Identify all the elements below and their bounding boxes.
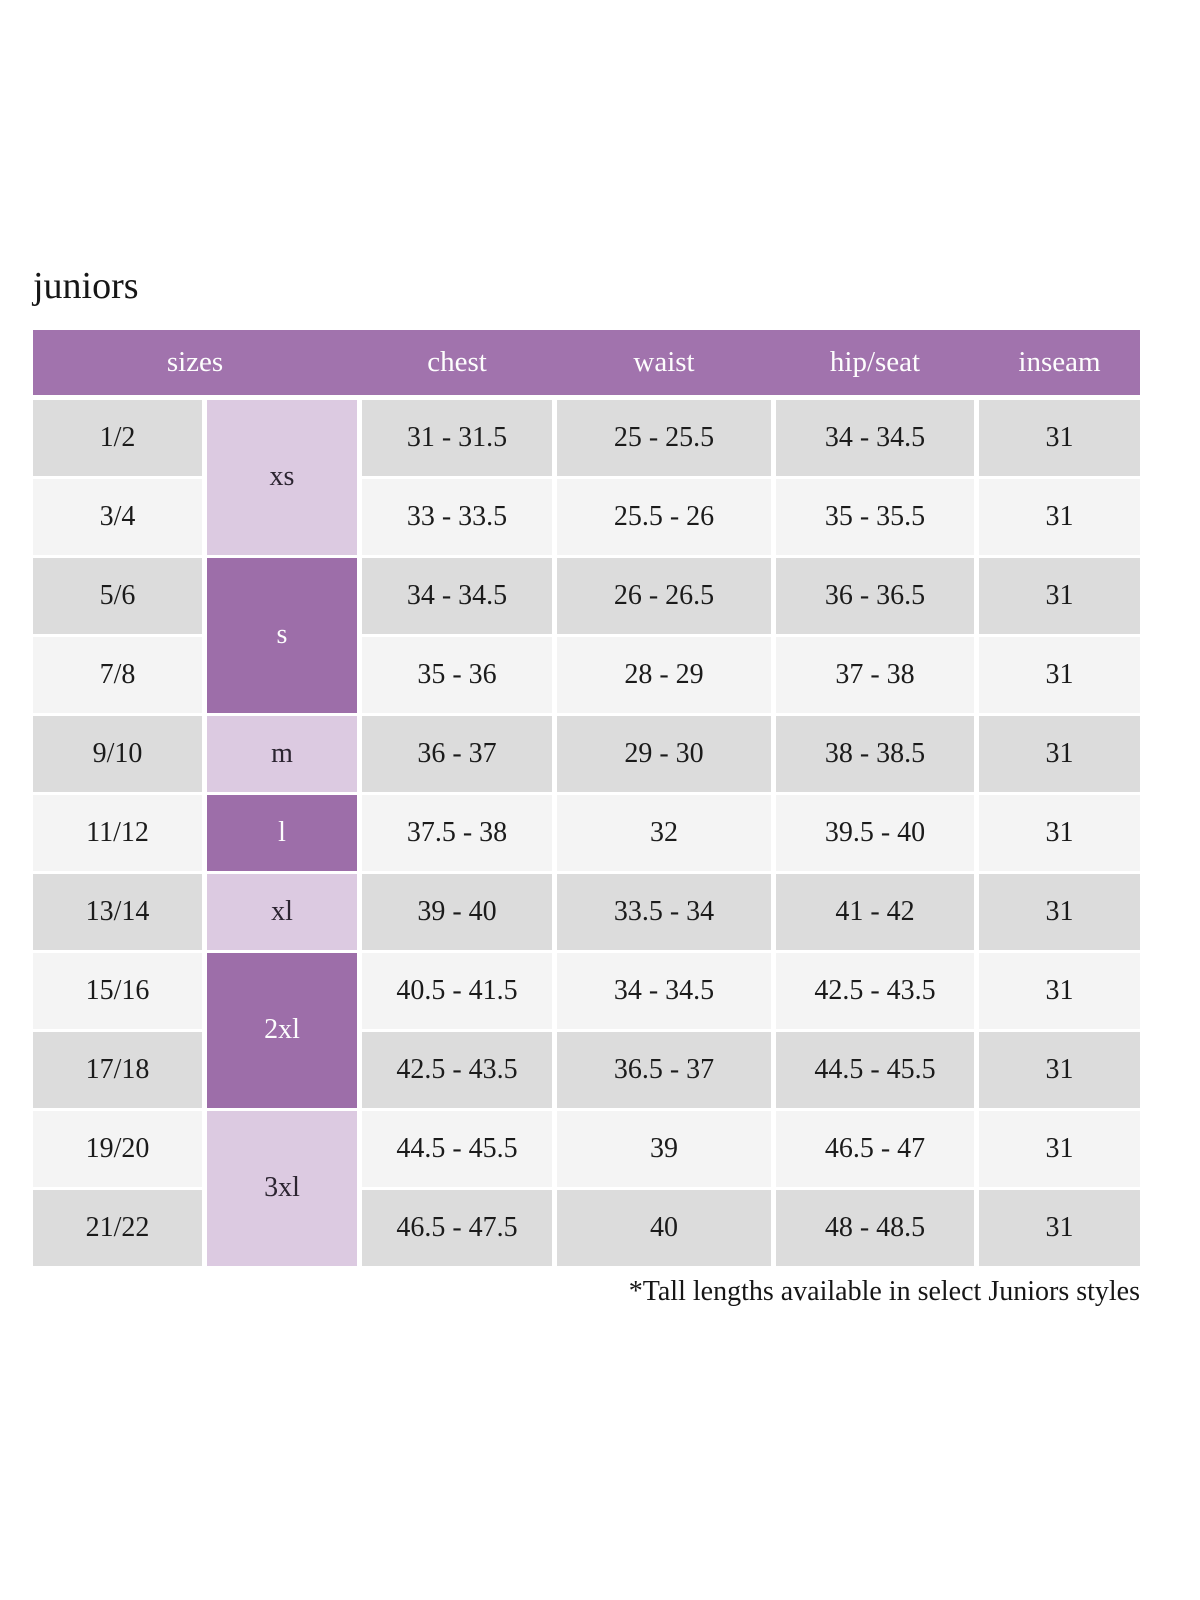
cell-inseam: 31 — [979, 636, 1140, 713]
size-chart-section: juniors sizes chest waist hip/seat insea… — [33, 265, 1140, 1307]
cell-size: 5/6 — [33, 557, 202, 634]
column-header-chest: chest — [427, 345, 487, 378]
cell-waist: 29 - 30 — [557, 715, 771, 792]
cell-hip-seat: 36 - 36.5 — [776, 557, 974, 634]
page-title: juniors — [33, 265, 139, 307]
size-group-cell-s: s — [207, 557, 357, 713]
cell-chest: 40.5 - 41.5 — [362, 952, 552, 1029]
cell-inseam: 31 — [979, 557, 1140, 634]
size-group-cell-l: l — [207, 794, 357, 871]
column-header-waist: waist — [633, 345, 695, 378]
cell-chest: 42.5 - 43.5 — [362, 1031, 552, 1108]
column-header-inseam: inseam — [1018, 345, 1101, 378]
size-group-cell-3xl: 3xl — [207, 1110, 357, 1266]
cell-waist: 26 - 26.5 — [557, 557, 771, 634]
cell-hip-seat: 35 - 35.5 — [776, 478, 974, 555]
cell-hip-seat: 44.5 - 45.5 — [776, 1031, 974, 1108]
tall-lengths-footnote: *Tall lengths available in select Junior… — [628, 1275, 1140, 1307]
cell-hip-seat: 37 - 38 — [776, 636, 974, 713]
cell-hip-seat: 46.5 - 47 — [776, 1110, 974, 1187]
cell-hip-seat: 39.5 - 40 — [776, 794, 974, 871]
cell-chest: 44.5 - 45.5 — [362, 1110, 552, 1187]
size-group-cell-m: m — [207, 715, 357, 792]
cell-waist: 34 - 34.5 — [557, 952, 771, 1029]
cell-waist: 28 - 29 — [557, 636, 771, 713]
cell-waist: 39 — [557, 1110, 771, 1187]
cell-size: 9/10 — [33, 715, 202, 792]
cell-inseam: 31 — [979, 1189, 1140, 1266]
cell-inseam: 31 — [979, 715, 1140, 792]
cell-chest: 33 - 33.5 — [362, 478, 552, 555]
cell-chest: 34 - 34.5 — [362, 557, 552, 634]
cell-inseam: 31 — [979, 873, 1140, 950]
table-header-row: sizes chest waist hip/seat inseam — [33, 329, 1140, 395]
cell-hip-seat: 38 - 38.5 — [776, 715, 974, 792]
cell-size: 13/14 — [33, 873, 202, 950]
cell-size: 21/22 — [33, 1189, 202, 1266]
cell-waist: 33.5 - 34 — [557, 873, 771, 950]
cell-inseam: 31 — [979, 1031, 1140, 1108]
size-group-cell-xl: xl — [207, 873, 357, 950]
cell-chest: 37.5 - 38 — [362, 794, 552, 871]
cell-inseam: 31 — [979, 1110, 1140, 1187]
cell-inseam: 31 — [979, 399, 1140, 476]
cell-size: 11/12 — [33, 794, 202, 871]
cell-hip-seat: 41 - 42 — [776, 873, 974, 950]
cell-size: 19/20 — [33, 1110, 202, 1187]
cell-chest: 39 - 40 — [362, 873, 552, 950]
cell-waist: 40 — [557, 1189, 771, 1266]
cell-size: 3/4 — [33, 478, 202, 555]
cell-inseam: 31 — [979, 478, 1140, 555]
cell-size: 7/8 — [33, 636, 202, 713]
cell-waist: 25 - 25.5 — [557, 399, 771, 476]
cell-size: 15/16 — [33, 952, 202, 1029]
cell-hip-seat: 34 - 34.5 — [776, 399, 974, 476]
cell-waist: 36.5 - 37 — [557, 1031, 771, 1108]
cell-chest: 36 - 37 — [362, 715, 552, 792]
cell-hip-seat: 48 - 48.5 — [776, 1189, 974, 1266]
cell-waist: 32 — [557, 794, 771, 871]
size-group-cell-2xl: 2xl — [207, 952, 357, 1108]
size-chart-table: xs s m l xl 2xl 3xl 1/2 31 - 31.5 25 - 2… — [33, 399, 1140, 1266]
cell-inseam: 31 — [979, 952, 1140, 1029]
cell-chest: 31 - 31.5 — [362, 399, 552, 476]
cell-inseam: 31 — [979, 794, 1140, 871]
cell-hip-seat: 42.5 - 43.5 — [776, 952, 974, 1029]
cell-waist: 25.5 - 26 — [557, 478, 771, 555]
cell-chest: 35 - 36 — [362, 636, 552, 713]
cell-size: 17/18 — [33, 1031, 202, 1108]
column-header-sizes: sizes — [166, 345, 224, 378]
cell-chest: 46.5 - 47.5 — [362, 1189, 552, 1266]
cell-size: 1/2 — [33, 399, 202, 476]
size-group-cell-xs: xs — [207, 399, 357, 555]
column-header-hip-seat: hip/seat — [829, 345, 921, 378]
